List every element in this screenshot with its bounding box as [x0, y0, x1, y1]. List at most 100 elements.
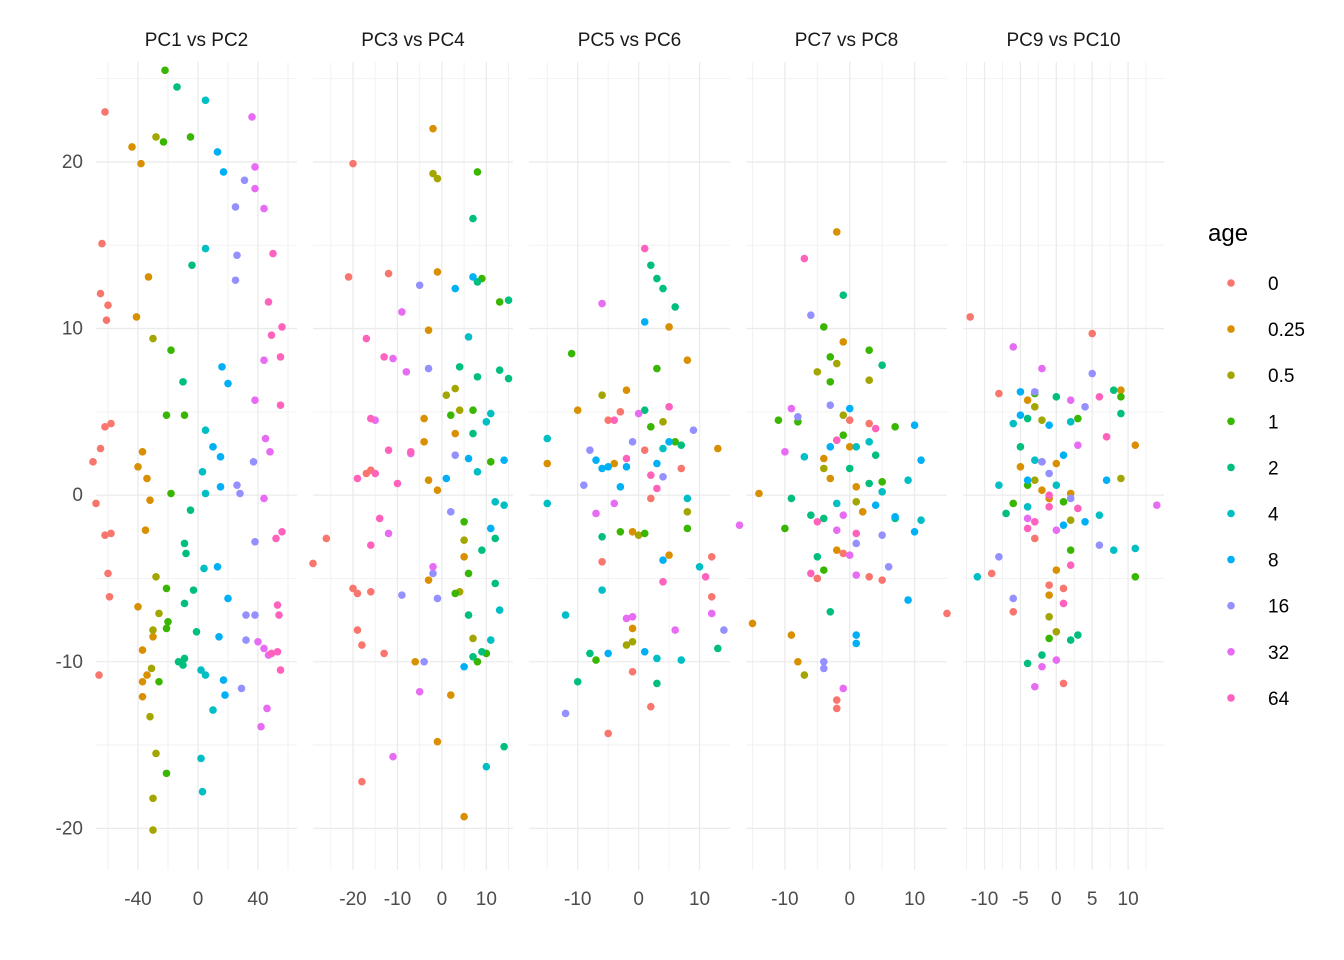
data-point: [640, 647, 649, 656]
data-point: [240, 176, 249, 185]
data-point: [495, 298, 504, 306]
data-point: [852, 443, 861, 451]
data-point: [389, 354, 397, 363]
data-point: [995, 481, 1003, 489]
data-point: [424, 364, 433, 373]
data-point: [162, 411, 171, 419]
data-point: [257, 722, 265, 731]
data-point: [201, 96, 210, 105]
data-point: [469, 273, 477, 281]
data-point: [653, 364, 661, 373]
data-point: [473, 657, 482, 666]
data-point: [152, 572, 160, 581]
x-tick-label: -10: [771, 889, 798, 910]
data-point: [215, 632, 223, 641]
data-point: [469, 214, 477, 223]
data-point: [384, 446, 393, 454]
data-point: [201, 244, 210, 253]
data-point: [273, 601, 282, 609]
data-point: [1038, 364, 1046, 373]
data-point: [616, 528, 625, 536]
data-point: [429, 124, 437, 133]
data-point: [469, 406, 477, 414]
data-point: [152, 749, 160, 758]
data-point: [832, 436, 841, 444]
data-point: [820, 454, 828, 463]
data-point: [826, 353, 835, 361]
data-point: [104, 569, 112, 578]
data-point: [478, 647, 486, 656]
data-point: [500, 456, 508, 464]
y-tick-label: 0: [72, 485, 83, 506]
y-tick-label: 10: [62, 319, 83, 340]
data-point: [275, 611, 283, 619]
x-tick-label: -10: [564, 889, 591, 910]
data-point: [491, 534, 500, 543]
data-point: [201, 426, 210, 434]
data-point: [592, 509, 600, 518]
legend-item: 32: [1227, 643, 1289, 664]
data-point: [102, 316, 111, 325]
data-point: [134, 602, 142, 611]
data-point: [671, 438, 679, 446]
data-point: [800, 453, 809, 461]
data-point: [813, 368, 822, 376]
data-point: [138, 646, 147, 654]
data-point: [1009, 594, 1018, 603]
data-point: [162, 584, 171, 593]
data-point: [366, 587, 375, 596]
data-point: [89, 458, 97, 466]
data-point: [781, 448, 789, 456]
data-point: [1066, 516, 1075, 524]
data-point: [201, 671, 210, 679]
data-point: [787, 631, 796, 639]
data-point: [263, 704, 271, 713]
legend-item: 8: [1227, 551, 1279, 572]
data-point: [398, 591, 406, 599]
data-point: [433, 486, 442, 494]
data-point: [820, 514, 828, 523]
data-point: [1052, 566, 1061, 574]
data-point: [478, 546, 486, 554]
data-point: [1109, 546, 1118, 554]
data-point: [278, 323, 286, 331]
data-point: [794, 657, 802, 666]
data-point: [460, 812, 468, 821]
data-point: [1074, 414, 1082, 423]
data-point: [1023, 396, 1032, 404]
data-point: [358, 641, 366, 649]
data-point: [1066, 546, 1075, 554]
data-point: [429, 569, 437, 578]
x-tick-label: 10: [1118, 889, 1139, 910]
data-point: [598, 533, 606, 541]
data-point: [1131, 572, 1140, 581]
data-point: [1095, 511, 1104, 519]
data-point: [213, 148, 222, 156]
data-point: [393, 479, 402, 488]
data-point: [622, 463, 631, 471]
data-point: [1088, 369, 1097, 378]
data-point: [451, 284, 460, 293]
legend-label: 0: [1268, 274, 1279, 295]
data-point: [233, 481, 241, 489]
data-point: [1038, 651, 1046, 659]
data-point: [179, 378, 187, 386]
data-point: [420, 438, 428, 446]
data-point: [653, 679, 661, 688]
data-point: [707, 552, 716, 561]
data-point: [878, 576, 886, 584]
data-point: [433, 174, 442, 183]
data-point: [1052, 526, 1061, 534]
data-point: [182, 549, 190, 558]
data-point: [683, 508, 692, 516]
data-point: [858, 508, 867, 516]
data-point: [852, 631, 861, 639]
x-tick-label: -10: [384, 889, 411, 910]
data-point: [707, 592, 716, 601]
data-point: [460, 518, 468, 526]
data-point: [586, 446, 594, 454]
data-point: [500, 501, 508, 509]
data-point: [167, 346, 175, 355]
legend-key: [1227, 509, 1235, 518]
